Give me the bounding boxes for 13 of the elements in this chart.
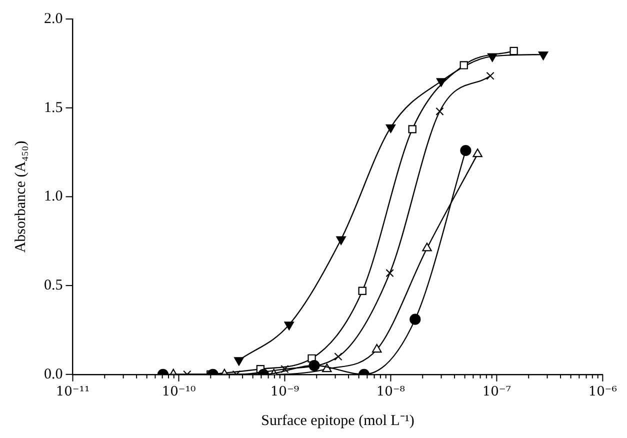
y-tick-label: 2.0: [44, 10, 63, 27]
x-tick-label: 10⁻⁶: [588, 384, 618, 400]
y-tick-label: 1.5: [44, 100, 63, 116]
y-tick-label: 0.0: [44, 366, 63, 382]
y-tick-label: 0.5: [44, 277, 63, 294]
y-axis-title: Absorbance (A₄₅₀): [12, 140, 29, 253]
y-tick-label: 1.0: [44, 188, 63, 205]
x-axis-title: Surface epitope (mol L⁻¹): [261, 412, 414, 429]
x-tick-label: 10⁻⁸: [376, 384, 406, 400]
x-tick-label: 10⁻⁹: [270, 384, 300, 400]
x-tick-label: 10⁻¹⁰: [162, 384, 196, 400]
x-tick-label: 10⁻¹¹: [56, 384, 90, 400]
x-tick-label: 10⁻⁷: [482, 384, 512, 400]
